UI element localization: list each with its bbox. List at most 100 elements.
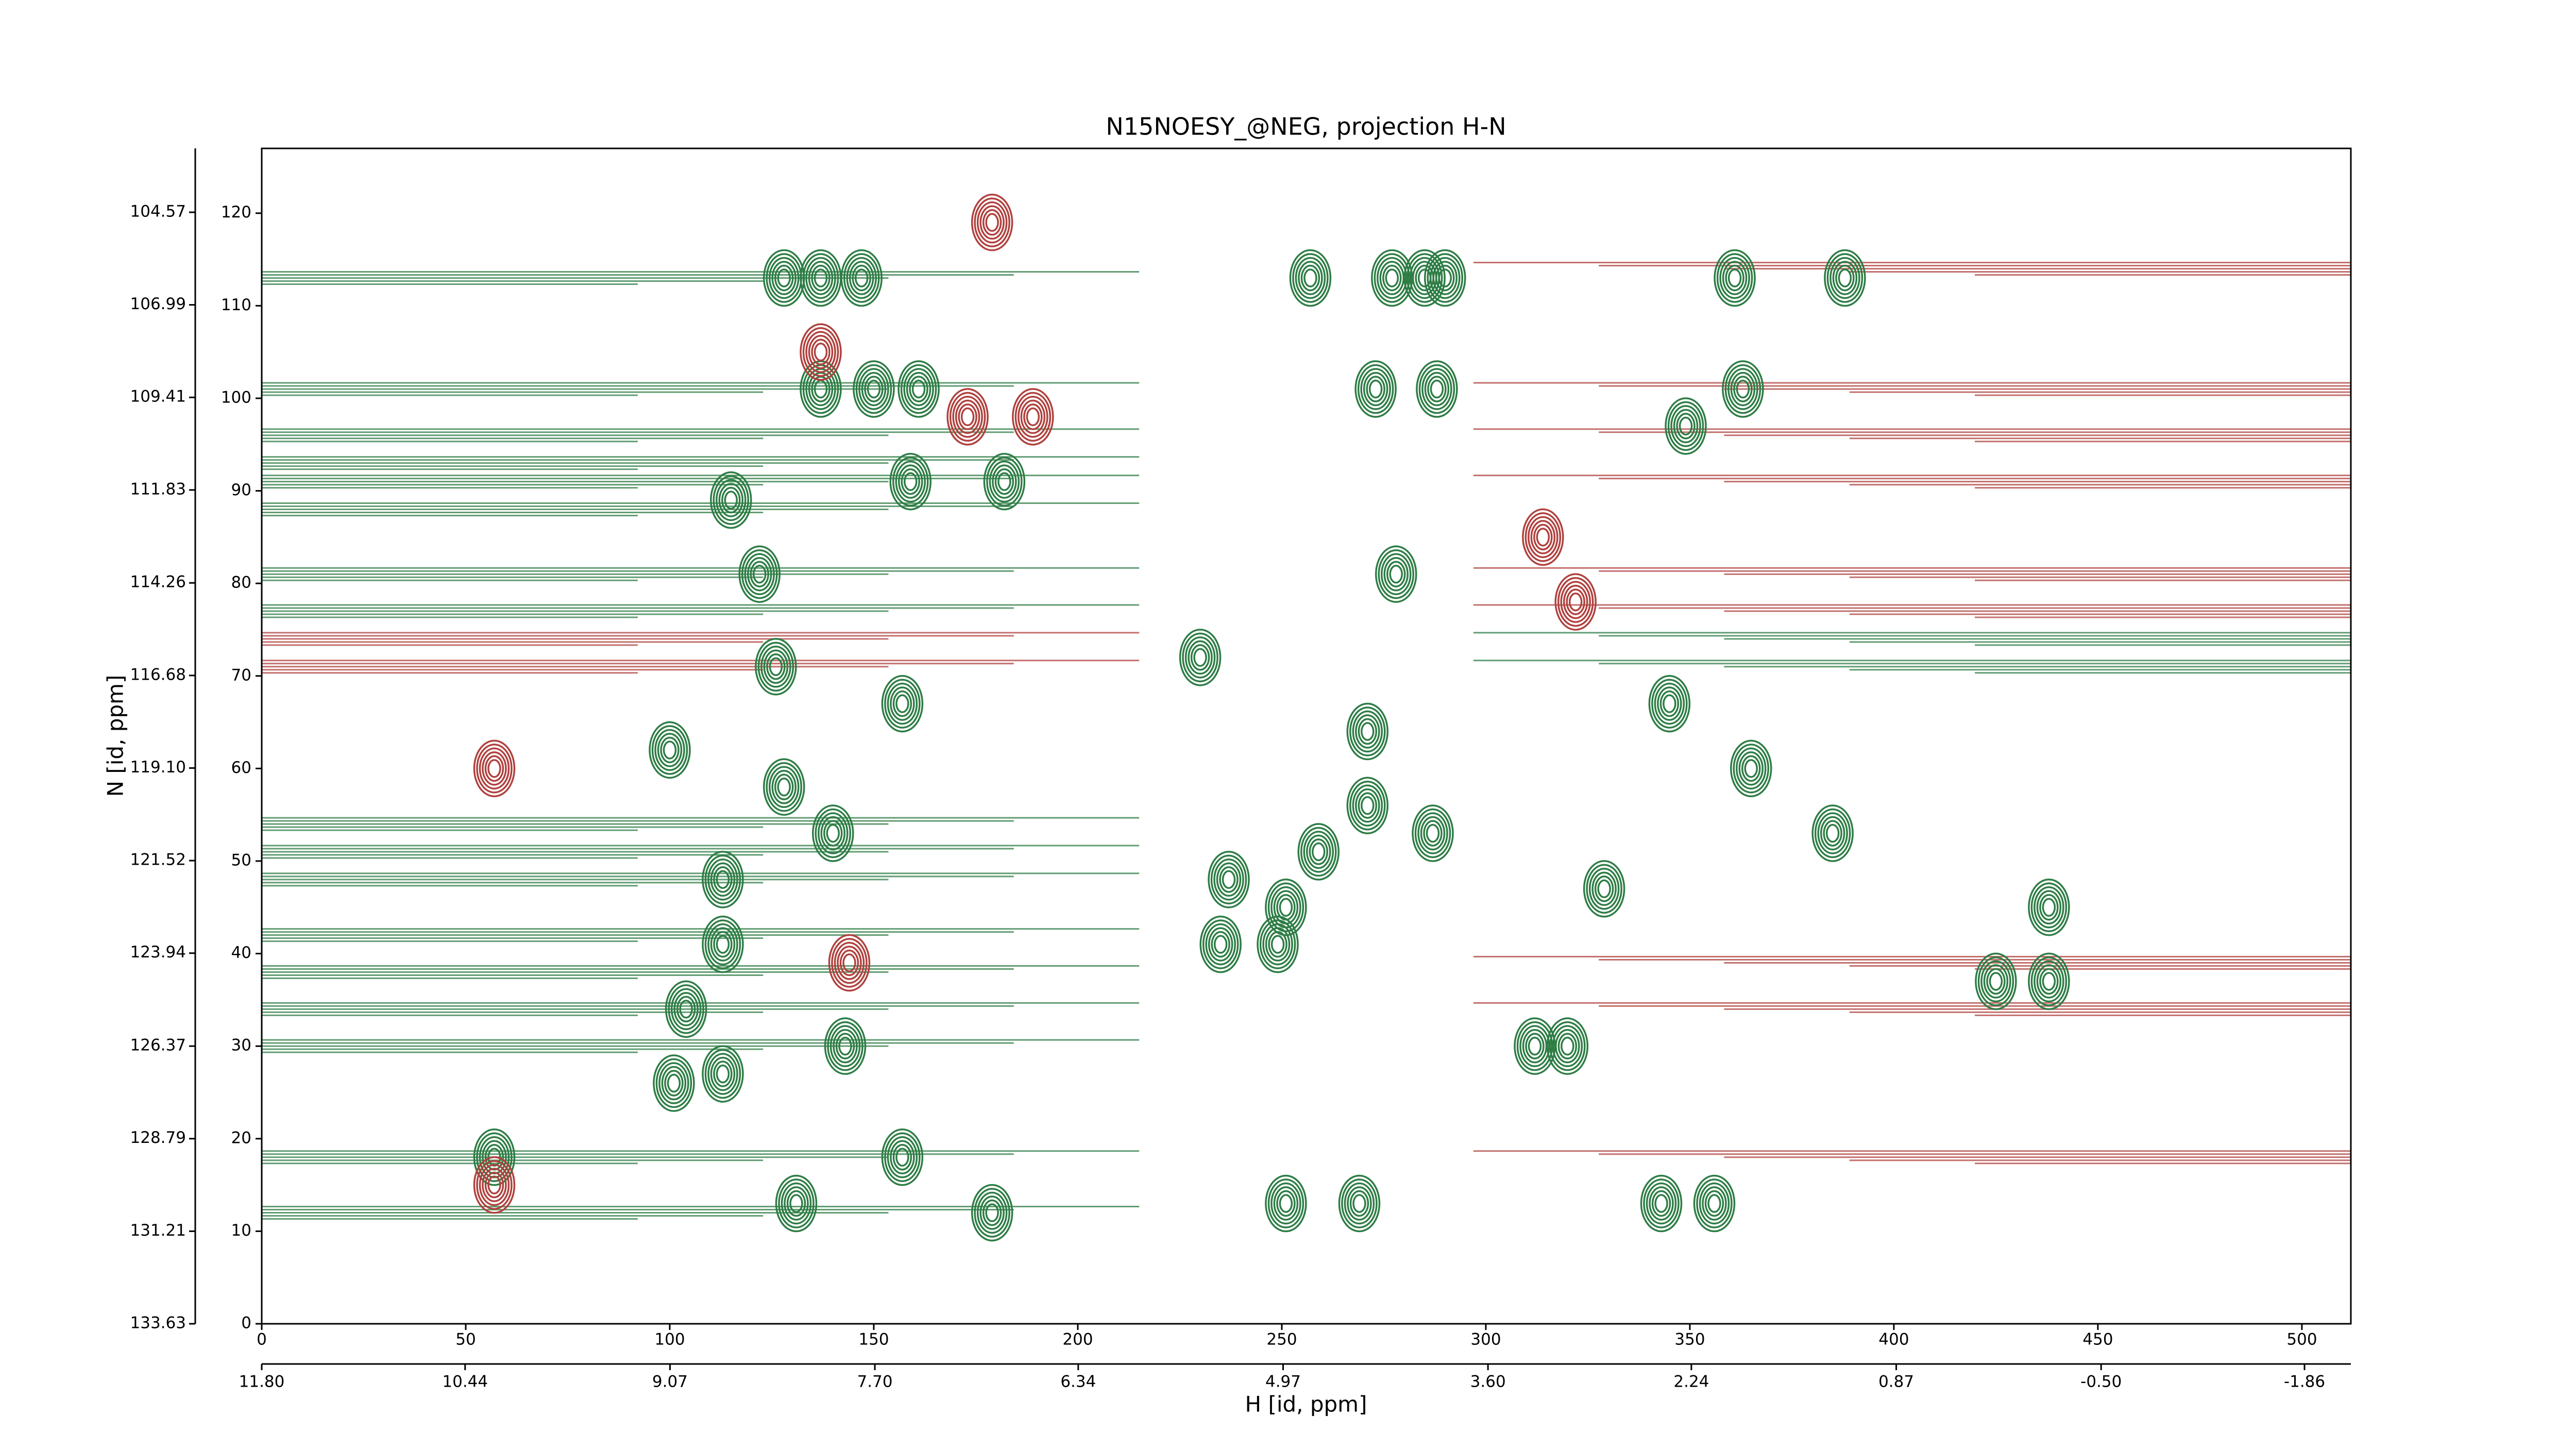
peak-contour (1514, 1017, 1556, 1075)
y-axis-label: N [id, ppm] (103, 675, 128, 797)
x2-tick-label: 9.07 (652, 1373, 688, 1391)
peak-contour (1418, 364, 1455, 414)
peak-contour (1557, 577, 1594, 627)
y-tick-label: 10 (231, 1221, 251, 1240)
peak-contour (716, 935, 730, 954)
peak (1714, 249, 1756, 307)
peak-contour (900, 364, 937, 414)
peak-contour (1424, 249, 1466, 307)
peak-contour (1707, 1194, 1721, 1213)
y-tick-label: 90 (231, 481, 251, 499)
peak-contour (1020, 399, 1046, 434)
peak-contour (960, 407, 975, 427)
peak-contour (820, 816, 846, 851)
peak-contour (670, 988, 702, 1031)
ridge (1473, 632, 2351, 646)
peak-contour (1560, 581, 1591, 623)
peak-contour (1355, 714, 1380, 749)
peak-contour (1265, 1174, 1307, 1233)
x-tick-label: 100 (654, 1330, 685, 1349)
peak-contour (892, 690, 912, 717)
peak (2028, 879, 2070, 936)
peak-contour (1265, 927, 1291, 962)
y2-tick-label: 109.41 (130, 387, 186, 406)
peak-contour (867, 379, 881, 399)
peak-contour (808, 261, 834, 295)
peak-contour (1522, 1029, 1548, 1064)
peak-contour (654, 729, 685, 771)
peak-contour (476, 1132, 513, 1182)
peak (1824, 249, 1866, 307)
peak-contour (815, 808, 852, 858)
ridge (1473, 567, 2351, 581)
peak-contour (901, 468, 921, 495)
ridge (262, 1039, 1140, 1053)
peak-contour (1303, 831, 1334, 873)
peak-contour (1533, 524, 1553, 551)
peak-contour (2033, 886, 2064, 929)
peak-contour (1416, 360, 1458, 418)
peak-contour (777, 778, 791, 797)
peak-contour (2039, 894, 2059, 921)
peak-contour (1352, 710, 1383, 753)
peak (702, 851, 744, 908)
x-tick-label: 300 (1470, 1330, 1501, 1349)
y2-tick-label: 119.10 (130, 758, 186, 777)
peak-contour (994, 468, 1014, 495)
x-tick-label: 50 (455, 1330, 476, 1349)
peak-contour (1406, 253, 1443, 303)
y-tick-label: 40 (231, 943, 251, 962)
peak-contour (805, 331, 836, 373)
peak-contour (1190, 644, 1210, 671)
peak-contour (1366, 376, 1385, 402)
x-axis-label: H [id, ppm] (1245, 1392, 1367, 1417)
peak-contour (707, 923, 738, 966)
peak (800, 249, 842, 307)
peak-contour (1375, 545, 1417, 603)
peak-contour (1980, 960, 2011, 1003)
peak-contour (1549, 1021, 1586, 1071)
peak-contour (1702, 1186, 1727, 1221)
peak-contour (949, 392, 986, 442)
ridge (1473, 1150, 2351, 1165)
peak-contour (1208, 851, 1250, 908)
peak (1199, 915, 1242, 973)
peak-contour (837, 946, 862, 980)
peak-contour (1817, 812, 1848, 854)
peak-contour (1295, 257, 1326, 299)
peak-contour (752, 564, 767, 584)
peak-contour (814, 268, 828, 288)
peak-contour (1222, 870, 1236, 889)
peak-contour (839, 949, 859, 976)
peak-contour (778, 1178, 815, 1228)
peak-contour (852, 264, 871, 292)
peak-contour (476, 1160, 513, 1210)
peak-contour (1430, 257, 1461, 299)
peak (897, 360, 940, 418)
peak-contour (889, 452, 932, 511)
peak-contour (1199, 915, 1242, 973)
peak-contour (1270, 935, 1285, 954)
y2-tick-label: 121.52 (130, 851, 186, 869)
peak-contour (1432, 261, 1458, 295)
ridge (1473, 604, 2351, 618)
peak-contour (1259, 919, 1296, 969)
x2-tick-label: 10.44 (442, 1373, 488, 1391)
peak-contour (1306, 834, 1331, 869)
peak-contour (826, 823, 840, 843)
ridge (1473, 428, 2351, 443)
peak-contour (1424, 372, 1450, 407)
peak-contour (1651, 1190, 1671, 1217)
peak-contour (1211, 931, 1230, 958)
x-tick-label: 0 (257, 1330, 267, 1349)
peak-contour (1184, 636, 1216, 679)
peak-contour (1427, 376, 1447, 402)
peak-contour (2030, 956, 2067, 1006)
peak (1179, 629, 1222, 686)
peak-contour (1986, 968, 2006, 995)
y2-tick-label: 133.63 (130, 1314, 186, 1333)
peak-contour (1586, 864, 1622, 914)
peak-contour (1811, 804, 1854, 862)
peak-contour (786, 1190, 806, 1217)
